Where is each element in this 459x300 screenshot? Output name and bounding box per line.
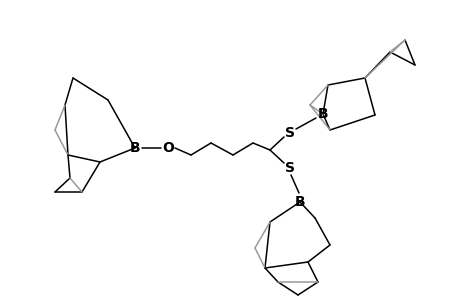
Text: B: B (317, 107, 328, 121)
Text: S: S (285, 161, 294, 175)
Text: B: B (294, 195, 305, 209)
Text: B: B (129, 141, 140, 155)
Text: S: S (285, 126, 294, 140)
Text: O: O (162, 141, 174, 155)
